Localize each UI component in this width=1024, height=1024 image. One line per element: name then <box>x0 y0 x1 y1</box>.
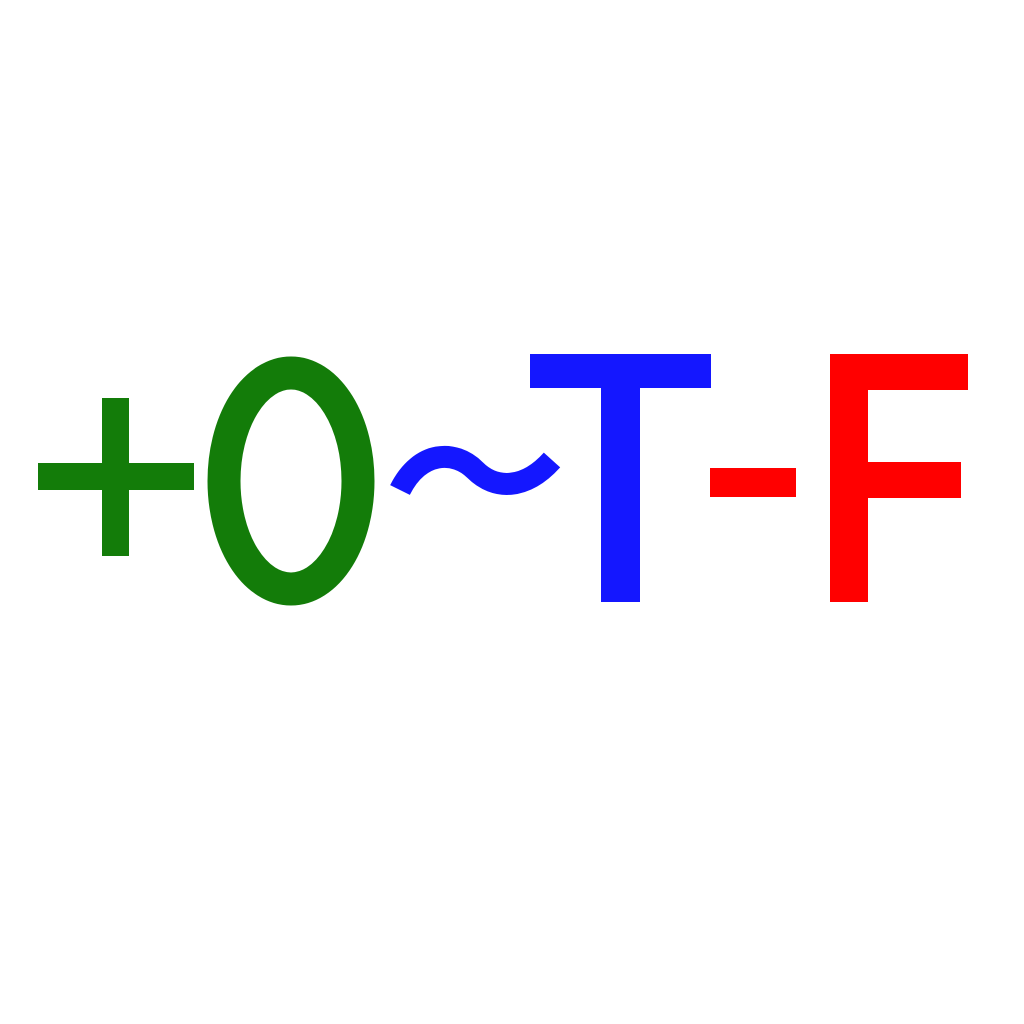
letter-f: F <box>0 0 968 602</box>
zero-digit: 0 <box>207 356 375 606</box>
plus-sign: + <box>38 398 194 556</box>
minus-sign: - <box>710 468 796 497</box>
letter-f-text: F <box>0 0 1 1</box>
letter-t: T <box>530 354 711 602</box>
tilde-sign: ~ <box>390 446 561 496</box>
